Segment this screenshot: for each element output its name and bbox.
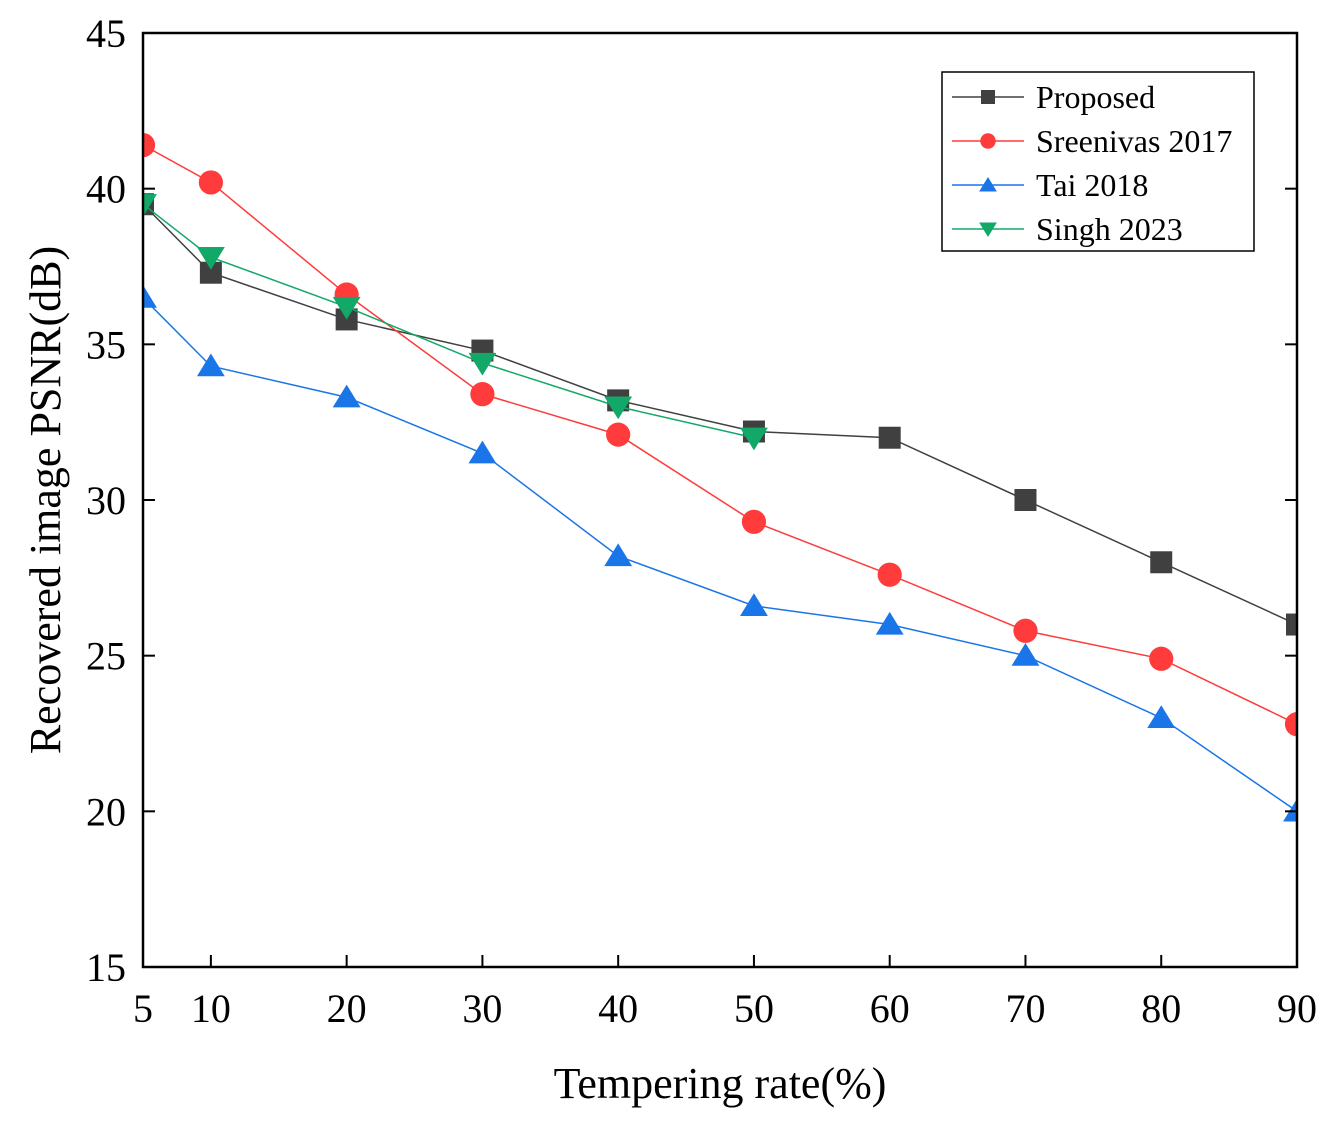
data-point [1011, 643, 1040, 666]
legend-item: Sreenivas 2017 [952, 123, 1232, 159]
x-tick-label: 60 [870, 986, 910, 1031]
legend-marker [981, 90, 995, 104]
data-point [198, 170, 223, 195]
x-tick-label: 10 [191, 986, 231, 1031]
legend-label: Proposed [1036, 79, 1155, 115]
legend-marker [979, 222, 997, 238]
legend-label: Tai 2018 [1036, 167, 1148, 203]
legend: Proposed Sreenivas 2017 Tai 2018 Singh 2023 [941, 71, 1255, 252]
y-tick-label: 30 [86, 478, 126, 523]
x-tick-label: 80 [1141, 986, 1181, 1031]
data-point [740, 593, 768, 616]
legend-marker [980, 133, 996, 149]
series-line [143, 297, 1297, 812]
series-layer [143, 132, 1297, 822]
data-point [332, 384, 361, 408]
legend-item: Tai 2018 [952, 167, 1148, 203]
y-tick-label: 35 [86, 322, 126, 367]
series-tai-2018 [143, 284, 1297, 822]
data-point [878, 426, 901, 449]
data-point [741, 509, 767, 534]
x-tick-label: 50 [734, 986, 774, 1031]
data-point [196, 353, 225, 377]
data-point [1013, 618, 1038, 643]
series-line [143, 203, 1297, 626]
series-line [143, 144, 1297, 725]
data-point [740, 427, 768, 451]
data-point [606, 422, 631, 447]
series-proposed [143, 193, 1297, 636]
y-tick-label: 20 [86, 789, 126, 834]
data-point [468, 352, 497, 376]
legend-item: Proposed [952, 79, 1155, 115]
data-point [332, 296, 361, 320]
data-point [604, 396, 633, 420]
y-tick-label: 15 [86, 945, 126, 990]
legend-item: Singh 2023 [952, 211, 1183, 247]
data-point [143, 194, 157, 217]
series-line [143, 203, 755, 439]
data-point [196, 247, 225, 270]
data-point [1284, 712, 1297, 737]
y-axis: 15 20 25 30 35 40 45 [86, 11, 1297, 990]
data-point [143, 132, 156, 158]
legend-label: Singh 2023 [1036, 211, 1183, 247]
data-point [604, 543, 633, 567]
data-point [1150, 551, 1173, 574]
data-point [470, 382, 495, 407]
y-tick-label: 40 [86, 167, 126, 212]
data-point [875, 611, 904, 635]
data-point [1149, 646, 1174, 671]
x-tick-label: 20 [327, 986, 367, 1031]
y-tick-label: 45 [86, 11, 126, 56]
x-tick-label: 5 [133, 986, 153, 1031]
legend-label: Sreenivas 2017 [1036, 123, 1232, 159]
x-tick-label: 40 [598, 986, 638, 1031]
data-point [1014, 489, 1037, 511]
data-point [468, 440, 497, 464]
y-tick-label: 25 [86, 634, 126, 679]
x-tick-label: 70 [1005, 986, 1045, 1031]
x-tick-label: 90 [1277, 986, 1317, 1031]
x-axis: 5 10 20 30 40 50 60 70 80 90 [133, 955, 1317, 1031]
series-sreenivas-2017 [143, 132, 1297, 737]
data-point [1147, 705, 1176, 729]
series-singh-2023 [143, 194, 768, 451]
data-point [1283, 798, 1297, 822]
data-point [199, 261, 222, 284]
legend-marker [979, 176, 997, 192]
data-point [1286, 613, 1297, 636]
y-axis-title: Recovered image PSNR(dB) [21, 246, 70, 754]
x-tick-label: 30 [462, 986, 502, 1031]
data-point [877, 562, 902, 587]
x-axis-title: Tempering rate(%) [554, 1059, 887, 1108]
data-point [143, 284, 157, 308]
